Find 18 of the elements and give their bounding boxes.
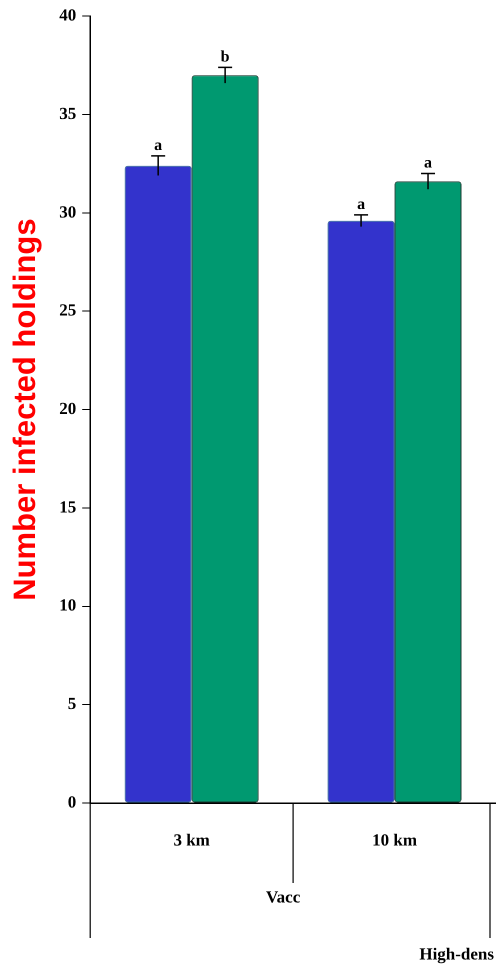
y-tick-label: 15 (59, 497, 76, 516)
y-tick-label: 30 (59, 202, 76, 222)
annotation: a (357, 196, 366, 214)
annotation: a (154, 137, 162, 154)
x-tick-label: 3 km (173, 830, 210, 850)
text: Vacc (266, 887, 301, 906)
y-tick-label: 20 (59, 398, 76, 418)
annotation: b (220, 48, 230, 66)
y-tick-label: 10 (59, 596, 76, 615)
y-tick-label: 40 (59, 6, 76, 25)
y-tick-label: 5 (68, 694, 76, 714)
annotation: a (424, 154, 432, 172)
y-tick-label: 25 (59, 300, 76, 320)
text: High-dens (419, 944, 494, 964)
y-tick-label: 0 (68, 792, 76, 812)
y-axis-title: Number infected holdings (7, 218, 42, 601)
x-tick-label: 10 km (372, 830, 417, 850)
y-tick-label: 35 (59, 104, 76, 123)
